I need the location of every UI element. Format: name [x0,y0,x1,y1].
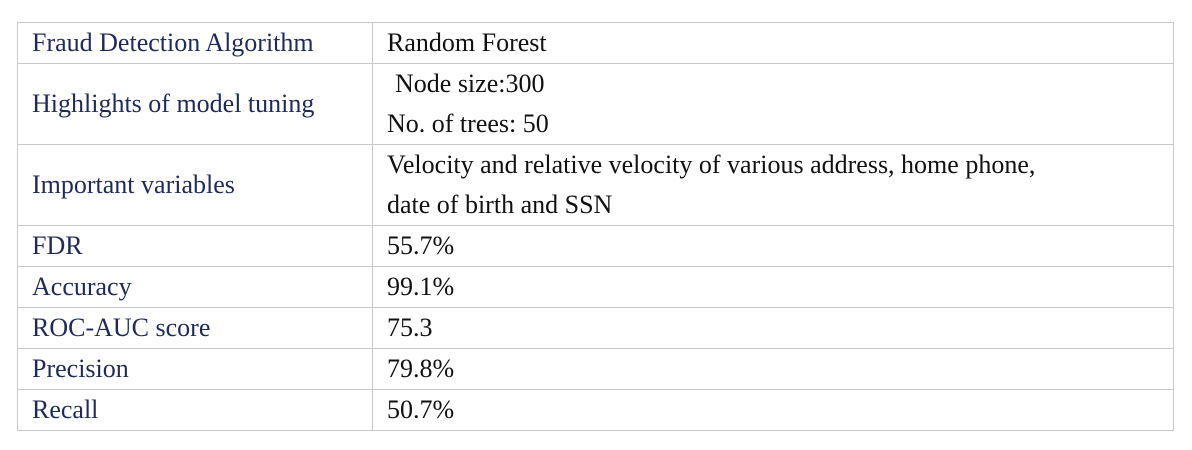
row-value: 50.7% [372,389,1174,431]
value-line: 99.1% [387,272,455,301]
table-row: Fraud Detection Algorithm Random Forest [17,22,1174,64]
table-row: FDR 55.7% [17,225,1174,267]
table-row: ROC-AUC score 75.3 [17,307,1174,349]
table-row: Accuracy 99.1% [17,266,1174,308]
value-line: Velocity and relative velocity of variou… [387,150,1036,179]
value-line: 50.7% [387,395,455,424]
table-row: Important variables Velocity and relativ… [17,144,1174,226]
row-label: Accuracy [17,266,373,308]
row-value: 75.3 [372,307,1174,349]
table-row: Precision 79.8% [17,348,1174,390]
row-label: Fraud Detection Algorithm [17,22,373,64]
value-line: 75.3 [387,313,433,342]
row-label: ROC-AUC score [17,307,373,349]
value-line: date of birth and SSN [387,190,613,219]
row-value: Node size:300 No. of trees: 50 [372,63,1174,145]
row-label: Precision [17,348,373,390]
row-label: Highlights of model tuning [17,63,373,145]
value-line: 55.7% [387,231,455,260]
value-line: 79.8% [387,354,455,383]
row-value: 55.7% [372,225,1174,267]
model-summary-table: Fraud Detection Algorithm Random Forest … [17,22,1174,431]
table-row: Recall 50.7% [17,389,1174,431]
value-line: No. of trees: 50 [387,109,549,138]
row-value: 79.8% [372,348,1174,390]
row-label: FDR [17,225,373,267]
row-label: Recall [17,389,373,431]
row-value: Random Forest [372,22,1174,64]
row-label: Important variables [17,144,373,226]
row-value: Velocity and relative velocity of variou… [372,144,1174,226]
row-value: 99.1% [372,266,1174,308]
value-line: Random Forest [387,28,547,57]
value-line: Node size:300 [395,69,545,98]
table-row: Highlights of model tuning Node size:300… [17,63,1174,145]
